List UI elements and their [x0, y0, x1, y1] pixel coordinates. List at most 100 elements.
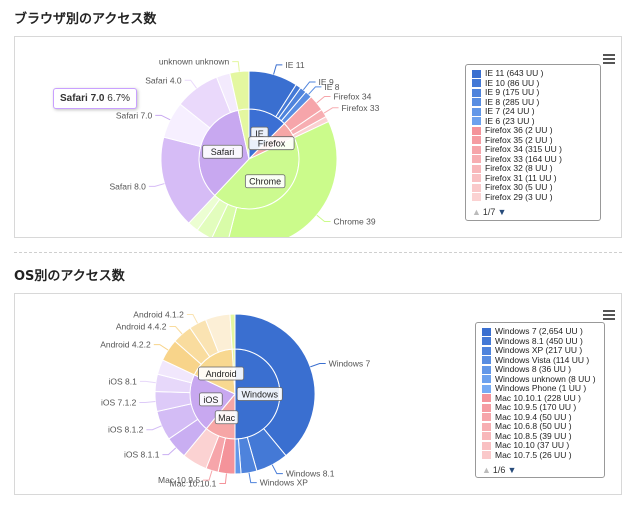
- browser-legend-item[interactable]: Firefox 29 (3 UU ): [472, 192, 594, 203]
- os-inner-label-ios: iOS: [199, 392, 223, 407]
- os-legend-item[interactable]: Windows 8.1 (450 UU ): [482, 336, 598, 347]
- browser-legend: IE 11 (643 UU ) IE 10 (86 UU ) IE 9 (175 U…: [465, 64, 601, 221]
- legend-label: Mac 10.6.8 (50 UU ): [495, 421, 572, 431]
- os-outer-label-android-4-2-2: Android 4.2.2: [100, 340, 151, 350]
- browser-outer-label-ie-8: IE 8: [324, 82, 339, 92]
- legend-label: Firefox 30 (5 UU ): [485, 182, 553, 192]
- legend-next-arrow-icon[interactable]: ▼: [497, 207, 507, 217]
- legend-swatch: [482, 337, 491, 346]
- legend-next-arrow-icon[interactable]: ▼: [507, 465, 517, 475]
- browser-legend-item[interactable]: IE 11 (643 UU ): [472, 69, 594, 79]
- browser-outer-slice-chrome-39[interactable]: [227, 120, 338, 237]
- svg-text:Android: Android: [206, 369, 237, 379]
- legend-swatch: [472, 88, 481, 97]
- os-legend-item[interactable]: Mac 10.9.5 (170 UU ): [482, 402, 598, 413]
- browser-legend-item[interactable]: Firefox 34 (315 UU ): [472, 144, 594, 155]
- os-chart-menu-icon[interactable]: [603, 310, 615, 320]
- legend-label: Mac 10.10 (37 UU ): [495, 440, 570, 450]
- legend-label: IE 10 (86 UU ): [485, 77, 540, 88]
- legend-swatch: [472, 145, 481, 154]
- legend-swatch: [482, 413, 491, 422]
- legend-swatch: [472, 174, 481, 183]
- browser-connector-safari-8-0: [148, 183, 165, 187]
- browser-legend-item[interactable]: Firefox 36 (2 UU ): [472, 125, 594, 136]
- legend-swatch: [472, 155, 481, 164]
- browser-legend-item[interactable]: IE 6 (23 UU ): [472, 116, 594, 127]
- os-legend-item[interactable]: Windows XP (217 UU ): [482, 345, 598, 356]
- browser-inner-label-chrome: Chrome: [244, 174, 286, 189]
- browser-legend-item[interactable]: IE 9 (175 UU ): [472, 87, 594, 98]
- os-legend-nav: ▲ 1/6 ▼: [482, 465, 598, 475]
- os-connector-windows-7: [310, 363, 326, 368]
- legend-swatch: [472, 183, 481, 192]
- os-legend-item[interactable]: Windows 7 (2,654 UU ): [482, 327, 598, 337]
- browser-legend-item[interactable]: Firefox 30 (5 UU ): [472, 182, 594, 193]
- os-outer-slice-other[interactable]: [229, 313, 236, 350]
- browser-legend-item[interactable]: IE 8 (285 UU ): [472, 97, 594, 108]
- os-legend-item[interactable]: Windows Vista (114 UU ): [482, 354, 598, 366]
- legend-swatch: [472, 193, 481, 202]
- legend-label: Windows 7 (2,654 UU ): [495, 327, 583, 336]
- os-legend-item[interactable]: Mac 10.8.5 (39 UU ): [482, 431, 598, 442]
- browser-connector-safari-7-0: [155, 114, 171, 121]
- svg-text:iOS: iOS: [203, 395, 218, 405]
- browser-outer-label-chrome-39: Chrome 39: [334, 216, 376, 226]
- legend-swatch: [482, 394, 491, 403]
- browser-legend-item[interactable]: Firefox 28 (3 UU ): [472, 201, 594, 203]
- os-outer-label-windows-7: Windows 7: [329, 359, 371, 369]
- browser-outer-label-unknown-unknown: unknown unknown: [159, 57, 230, 67]
- legend-swatch: [482, 451, 491, 460]
- os-connector-ios-7-1-2: [139, 401, 156, 403]
- os-outer-slice-windows-7[interactable]: [234, 313, 316, 457]
- browser-outer-label-firefox-33: Firefox 33: [342, 103, 380, 113]
- legend-label: Mac 10.9.4 (50 UU ): [495, 411, 572, 422]
- os-legend-item[interactable]: Mac 10.10 (37 UU ): [482, 440, 598, 451]
- svg-text:Chrome: Chrome: [249, 177, 281, 187]
- os-inner-label-mac: Mac: [214, 410, 239, 425]
- browser-outer-slice-unknown-unknown[interactable]: [229, 70, 250, 111]
- legend-label: Windows 8 (36 UU ): [495, 364, 572, 374]
- browser-chart-menu-icon[interactable]: [603, 54, 615, 64]
- legend-swatch: [472, 117, 481, 126]
- browser-connector-ie-9: [302, 81, 316, 91]
- browser-connector-ie-8: [308, 86, 322, 95]
- legend-label: Firefox 36 (2 UU ): [485, 125, 553, 135]
- os-legend-item[interactable]: Mac 10.6.8 (50 UU ): [482, 421, 598, 432]
- os-outer-label-windows-8-1: Windows 8.1: [286, 469, 335, 479]
- os-connector-ios-8-1-1: [162, 447, 177, 456]
- os-connector-android-4-2-2: [153, 344, 169, 351]
- svg-text:Safari: Safari: [211, 147, 235, 157]
- os-chart-panel: Windows 7 Windows 8.1 Windows XP Mac 10.10.…: [14, 293, 622, 495]
- os-legend-item[interactable]: Mac 10.7.5 (26 UU ): [482, 450, 598, 461]
- legend-swatch: [482, 346, 491, 355]
- browser-inner-label-firefox: Firefox: [248, 136, 295, 151]
- os-legend-item[interactable]: Windows 8 (36 UU ): [482, 364, 598, 375]
- legend-label: Windows Vista (114 UU ): [495, 354, 590, 365]
- legend-swatch: [482, 432, 491, 441]
- os-legend-item[interactable]: Windows Phone (1 UU ): [482, 383, 598, 394]
- browser-legend-item[interactable]: IE 10 (86 UU ): [472, 77, 594, 89]
- chart-tooltip: Safari 7.0 6.7%: [53, 88, 138, 109]
- legend-swatch: [472, 69, 481, 78]
- browser-legend-item[interactable]: Firefox 35 (2 UU ): [472, 135, 594, 146]
- browser-legend-list: IE 11 (643 UU ) IE 10 (86 UU ) IE 9 (175 U…: [472, 69, 594, 203]
- os-legend-item[interactable]: Mac 10.10.1 (228 UU ): [482, 393, 598, 404]
- os-outer-label-android-4-1-2: Android 4.1.2: [133, 309, 184, 319]
- legend-swatch: [472, 126, 481, 135]
- os-legend-item[interactable]: Mac 10.8.4 (24 UU ): [482, 459, 598, 461]
- legend-label: Mac 10.9.5 (170 UU ): [495, 402, 577, 412]
- legend-prev-arrow-icon[interactable]: ▲: [472, 207, 481, 217]
- legend-swatch: [482, 422, 491, 431]
- browser-legend-item[interactable]: IE 7 (24 UU ): [472, 106, 594, 117]
- os-legend-item[interactable]: Mac 10.9.4 (50 UU ): [482, 411, 598, 423]
- browser-legend-item[interactable]: Firefox 32 (8 UU ): [472, 163, 594, 174]
- os-legend-item[interactable]: Windows unknown (8 UU ): [482, 374, 598, 385]
- browser-legend-item[interactable]: Firefox 33 (164 UU ): [472, 154, 594, 165]
- os-outer-label-ios-8-1: iOS 8.1: [109, 376, 138, 386]
- section-divider: [14, 252, 622, 253]
- legend-prev-arrow-icon[interactable]: ▲: [482, 465, 491, 475]
- os-connector-mac-10-10-1: [219, 473, 227, 484]
- browser-legend-item[interactable]: Firefox 31 (11 UU ): [472, 173, 594, 184]
